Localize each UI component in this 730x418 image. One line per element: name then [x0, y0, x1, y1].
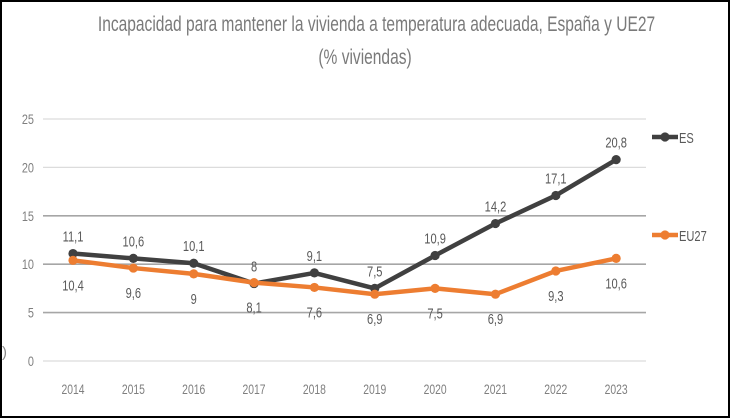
data-point-eu27	[490, 289, 501, 299]
data-point-eu27	[430, 283, 440, 293]
series-group	[68, 155, 621, 299]
data-label-es: 17,1	[545, 170, 567, 187]
data-label-eu27: 9,3	[548, 287, 563, 304]
data-label-eu27: 7,5	[427, 305, 442, 322]
data-label-es: 9,1	[307, 247, 322, 264]
series-line-es	[72, 157, 618, 291]
legend-label-eu27: EU27	[679, 227, 707, 244]
legend-marker-es	[660, 132, 670, 142]
data-point-eu27	[370, 289, 380, 299]
x-axis-ticks: 2014 2015 2016 2017 2018 2019 2020 2021 2022 2023	[61, 381, 627, 397]
y-tick-label: 10	[22, 257, 34, 273]
data-point-es	[430, 250, 440, 261]
data-label-es: 10,1	[183, 238, 205, 255]
data-label-eu27: 7,6	[307, 304, 322, 321]
x-tick-label: 2014	[61, 381, 84, 397]
gridlines	[43, 118, 646, 362]
legend-marker-eu27	[660, 230, 670, 240]
legend-label-es: ES	[679, 129, 694, 146]
data-point-eu27	[249, 277, 259, 288]
y-tick-label: 0	[28, 354, 34, 370]
y-tick-label: 15	[22, 209, 34, 225]
data-point-eu27	[68, 255, 78, 265]
legend: ES EU27	[652, 129, 707, 244]
data-label-eu27: 10,4	[62, 277, 84, 294]
y-tick-label: 25	[22, 112, 34, 128]
data-label-es: 7,5	[367, 263, 382, 280]
data-label-eu27: 9	[191, 290, 197, 307]
data-label-eu27: 8,1	[246, 299, 261, 316]
legend-item-es: ES	[652, 129, 694, 146]
chart-title: Incapacidad para mantener la vivienda a …	[97, 13, 656, 36]
data-label-es: 10,9	[424, 230, 446, 247]
x-tick-label: 2017	[243, 381, 266, 397]
x-tick-label: 2019	[363, 381, 386, 397]
series-line-eu27	[72, 256, 617, 297]
data-label-es: 11,1	[63, 228, 84, 245]
y-tick-label: 20	[22, 160, 34, 176]
data-point-es	[128, 253, 138, 263]
data-point-eu27	[309, 282, 319, 293]
x-tick-label: 2016	[182, 381, 205, 397]
chart-title-block: Incapacidad para mantener la vivienda a …	[0, 8, 730, 74]
data-point-eu27	[128, 263, 138, 273]
chart-subtitle: (% viviendas)	[318, 46, 412, 69]
x-tick-label: 2020	[424, 381, 447, 397]
data-label-es: 14,2	[485, 198, 507, 215]
data-point-eu27	[551, 266, 561, 276]
data-label-es: 8	[251, 258, 257, 275]
data-point-es	[309, 268, 319, 278]
data-point-es	[490, 218, 501, 229]
data-point-es	[68, 248, 78, 259]
data-label-eu27: 10,6	[605, 275, 627, 292]
data-label-eu27: 6,9	[488, 311, 503, 328]
y-tick-label: 5	[28, 305, 34, 321]
data-labels: 11,1 10,6 10,1 8 9,1 7,5 10,9 14,2 17,1 20,8 10,4 9…	[62, 134, 627, 328]
data-label-eu27: 9,6	[126, 284, 141, 301]
stray-parenthesis: )	[2, 344, 7, 361]
x-tick-label: 2021	[484, 381, 507, 397]
x-tick-label: 2018	[303, 381, 326, 397]
data-point-eu27	[189, 269, 199, 279]
data-point-es	[611, 155, 621, 165]
data-point-eu27	[611, 253, 621, 263]
data-label-es: 20,8	[605, 134, 627, 151]
x-tick-label: 2015	[122, 381, 145, 397]
data-point-es	[189, 258, 199, 268]
data-label-es: 10,6	[123, 233, 145, 250]
x-tick-label: 2022	[544, 381, 567, 397]
data-label-eu27: 6,9	[367, 311, 382, 328]
legend-item-eu27: EU27	[652, 227, 707, 244]
data-point-es	[551, 190, 561, 201]
y-axis-ticks: 0 5 10 15 20 25	[22, 112, 34, 370]
x-tick-label: 2023	[605, 381, 628, 397]
